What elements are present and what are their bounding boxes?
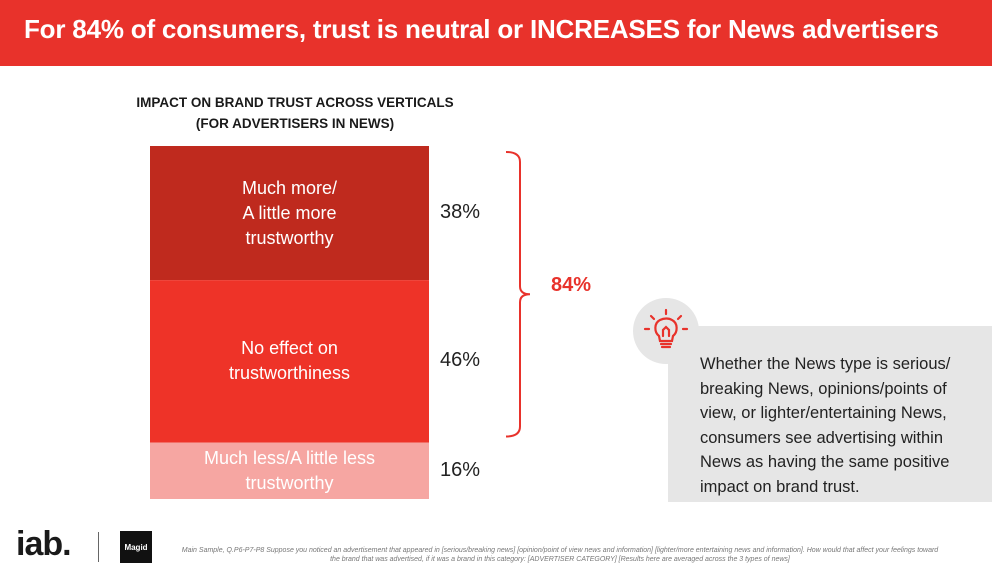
segment-label-line: Much more/ <box>241 177 338 198</box>
footnote: Main Sample, Q.P6-P7-P8 Suppose you noti… <box>181 547 939 563</box>
iab-logo: iab. <box>16 525 72 563</box>
segment-label-3: Much less/A little less trustworthy <box>150 443 429 499</box>
header-bar: For 84% of consumers, trust is neutral o… <box>0 0 992 66</box>
page-title: For 84% of consumers, trust is neutral o… <box>24 14 939 44</box>
value-label-3: 16% <box>440 458 481 481</box>
logo-divider <box>98 532 99 562</box>
chart-title-line-1: IMPACT ON BRAND TRUST ACROSS VERTICALS <box>136 95 454 110</box>
bar-segment-1 <box>150 146 429 281</box>
insight-text: Whether the News type is serious/ breaki… <box>700 355 951 496</box>
chart-title-line-2: (FOR ADVERTISERS IN NEWS) <box>195 116 395 131</box>
bar-segment-2 <box>150 280 429 443</box>
segment-label-text-1: Much more/A little more trustworthy <box>195 176 385 251</box>
value-label-1: 38% <box>440 201 481 224</box>
segment-label-line: Much less/A little less <box>203 447 376 468</box>
chart-title: IMPACT ON BRAND TRUST ACROSS VERTICALS (… <box>110 92 480 134</box>
segment-label-1: Much more/A little more trustworthy <box>150 146 429 280</box>
lightbulb-badge <box>633 298 699 364</box>
segment-label-text-3: Much less/A little less trustworthy <box>195 446 385 496</box>
segment-label-line: No effect on <box>241 338 338 359</box>
segment-label-text-2: No effect on trustworthiness <box>195 336 385 386</box>
lightbulb-icon <box>643 308 689 349</box>
segment-label-line: trustworthiness <box>228 363 351 384</box>
bracket-total-label: 84% <box>551 274 592 296</box>
bar-segment-3 <box>150 442 429 499</box>
segment-label-line: A little more <box>242 202 337 223</box>
segment-label-line: trustworthy <box>245 227 334 248</box>
insight-panel <box>668 326 992 502</box>
value-label-2: 46% <box>440 349 481 372</box>
bracket-84 <box>505 151 531 438</box>
segment-label-line: trustworthy <box>245 472 334 493</box>
magid-logo: Magid <box>120 531 152 563</box>
segment-label-2: No effect on trustworthiness <box>150 280 429 442</box>
